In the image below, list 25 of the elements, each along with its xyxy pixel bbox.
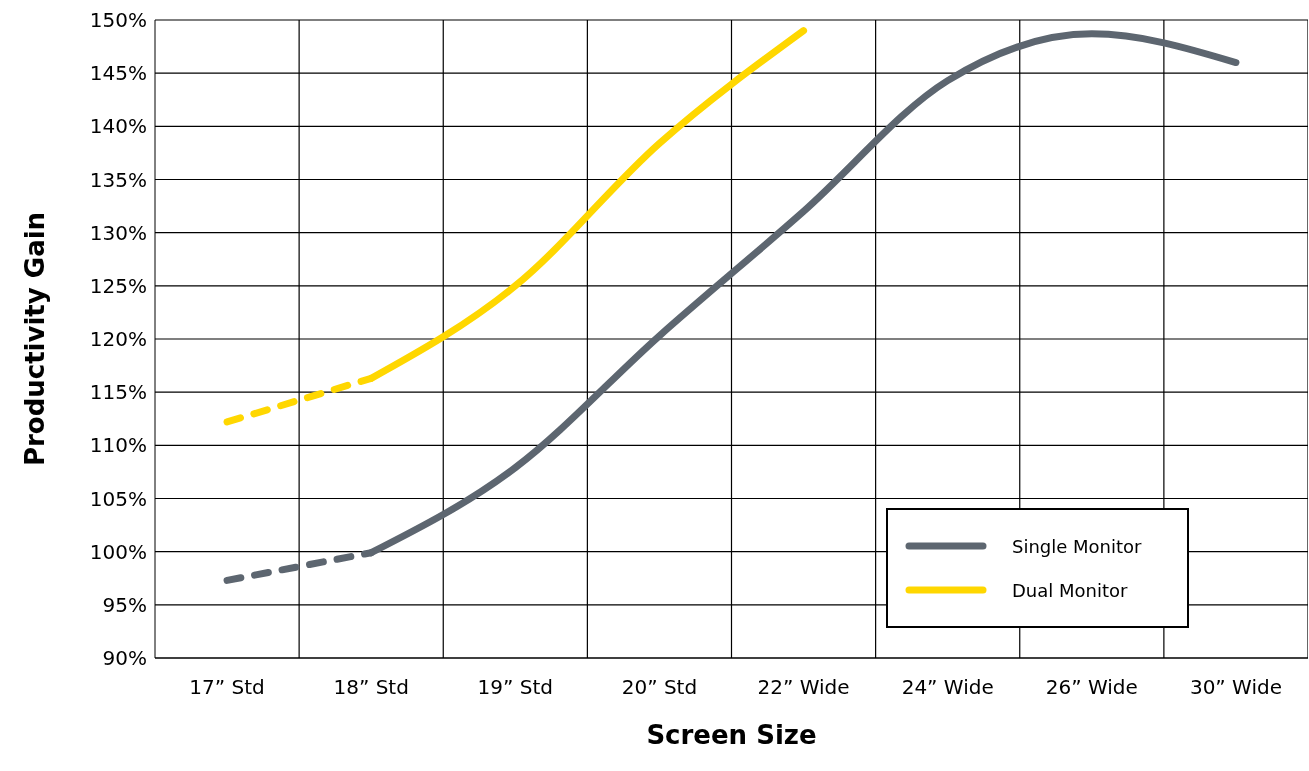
y-tick-label: 90%: [102, 646, 147, 671]
y-tick-label: 135%: [89, 167, 147, 192]
y-tick-label: 145%: [89, 61, 147, 86]
x-axis-title: Screen Size: [646, 720, 817, 750]
x-tick-label: 22” Wide: [757, 675, 850, 700]
x-tick-label: 20” Std: [621, 675, 698, 700]
y-tick-label: 115%: [89, 380, 147, 405]
x-tick-label: 24” Wide: [901, 675, 994, 700]
y-tick-label: 100%: [89, 539, 147, 564]
y-tick-label: 110%: [89, 433, 147, 458]
y-tick-label: 105%: [89, 486, 147, 511]
legend-label: Single Monitor: [1012, 535, 1142, 557]
legend-label: Dual Monitor: [1012, 579, 1128, 601]
y-axis-title: Productivity Gain: [20, 211, 51, 467]
x-tick-label: 18” Std: [333, 675, 409, 700]
x-tick-label: 30” Wide: [1189, 675, 1282, 700]
y-tick-label: 95%: [102, 592, 147, 617]
y-tick-label: 125%: [89, 273, 147, 298]
x-tick-label: 26” Wide: [1045, 675, 1138, 700]
x-tick-label: 19” Std: [477, 675, 554, 700]
y-tick-label: 130%: [89, 220, 147, 245]
y-tick-label: 120%: [89, 327, 147, 352]
y-tick-label: 150%: [89, 8, 147, 33]
x-tick-label: 17” Std: [189, 675, 265, 700]
y-tick-label: 140%: [89, 114, 147, 139]
